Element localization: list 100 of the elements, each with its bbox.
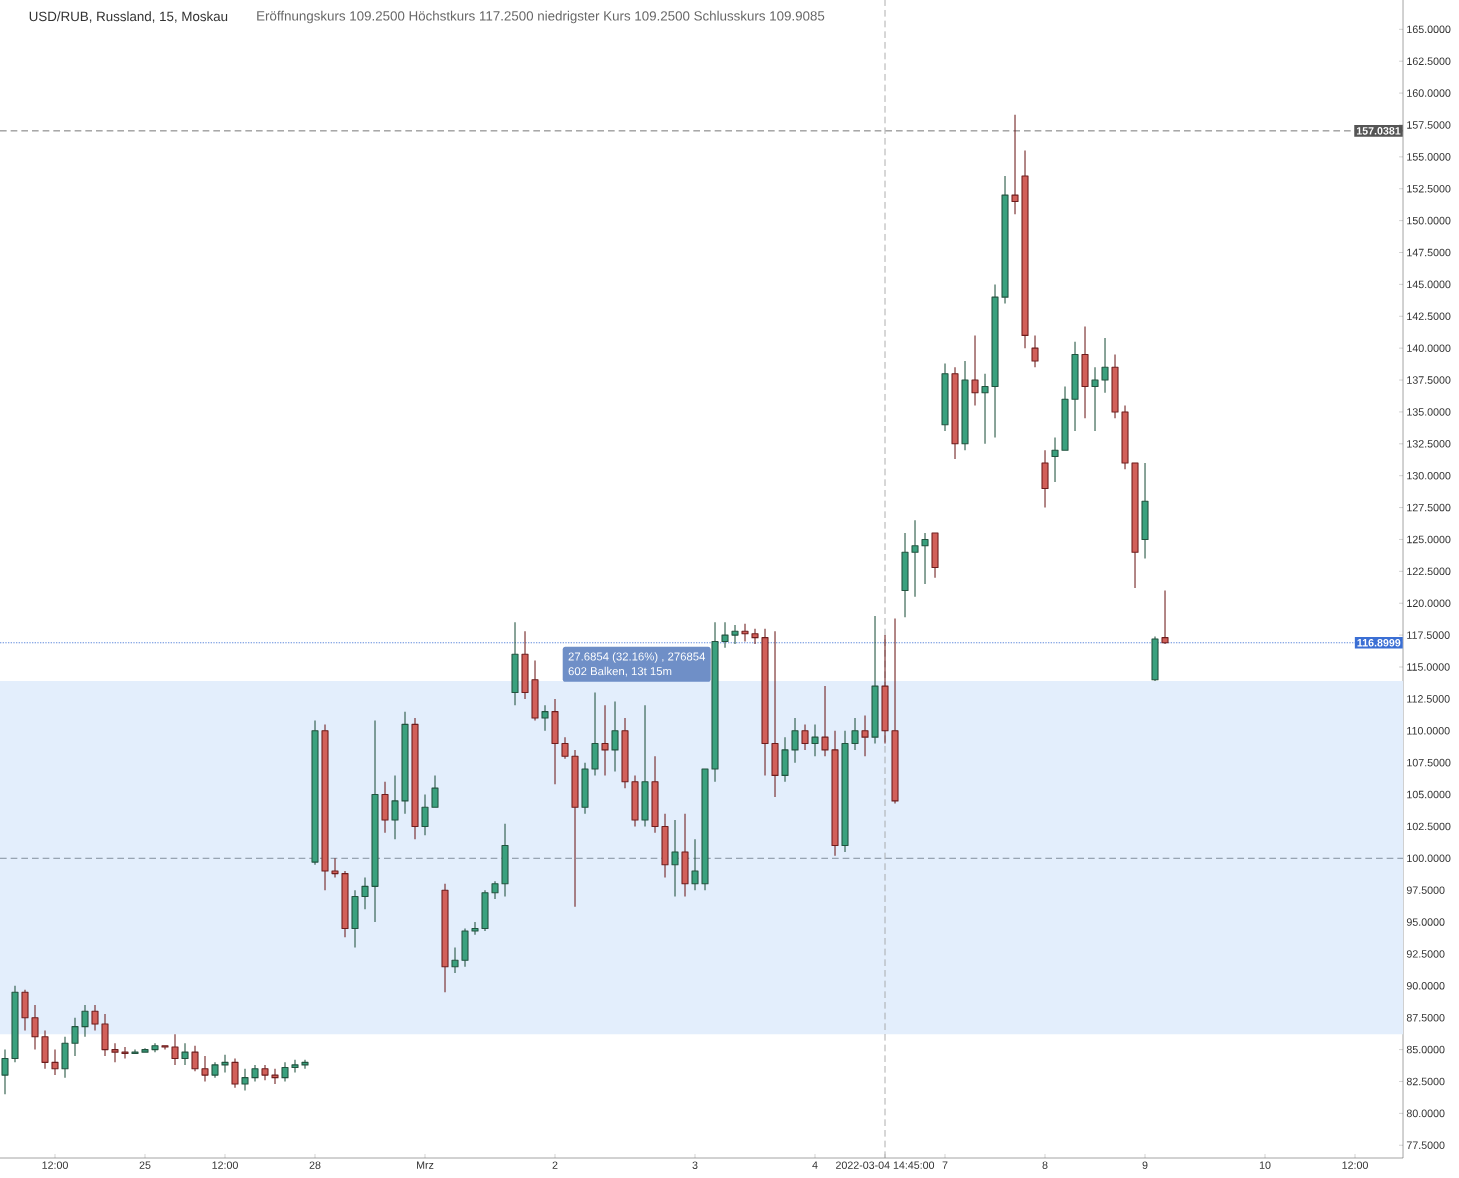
candlestick xyxy=(651,755,659,834)
candlestick xyxy=(291,1059,299,1074)
x-tick-label: 4 xyxy=(812,1161,818,1169)
x-tick-label: 3 xyxy=(692,1161,698,1169)
x-tick-label: 2022-03-04 14:45:00 xyxy=(836,1161,935,1169)
candlestick xyxy=(11,985,19,1063)
y-tick-label: 82.5000 xyxy=(1406,1077,1445,1086)
x-tick-label: 10 xyxy=(1259,1161,1271,1169)
y-tick-label: 92.5000 xyxy=(1406,950,1445,958)
candlestick xyxy=(941,362,949,432)
candlestick xyxy=(471,921,479,936)
candlestick xyxy=(771,630,779,798)
candlestick xyxy=(961,360,969,451)
candlestick xyxy=(421,793,429,836)
y-tick-label: 90.0000 xyxy=(1406,982,1445,990)
candlestick xyxy=(151,1042,159,1053)
candlestick xyxy=(221,1054,229,1074)
y-tick-label: 102.5000 xyxy=(1407,822,1451,831)
candlestick xyxy=(61,1036,69,1079)
candlestick xyxy=(251,1064,259,1083)
candlestick xyxy=(181,1042,189,1066)
x-tick-label: 12:00 xyxy=(212,1161,238,1169)
candlestick xyxy=(81,1004,89,1038)
candlestick xyxy=(911,519,919,598)
candlestick xyxy=(331,857,339,878)
candlestick xyxy=(371,720,379,923)
y-tick-label: 125.0000 xyxy=(1407,535,1451,544)
y-tick-label: 165.0000 xyxy=(1407,25,1451,34)
candlestick xyxy=(1071,341,1079,432)
candlestick xyxy=(851,717,859,751)
y-tick-label: 87.5000 xyxy=(1406,1013,1445,1022)
y-tick-label: 135.0000 xyxy=(1407,408,1451,416)
x-tick-label: 9 xyxy=(1142,1161,1148,1169)
candlestick xyxy=(301,1059,309,1070)
candlestick xyxy=(411,717,419,840)
candlestick xyxy=(281,1061,289,1083)
y-tick-label: 142.5000 xyxy=(1407,312,1451,321)
y-tick-label: 147.5000 xyxy=(1407,248,1451,257)
candlestick xyxy=(1161,589,1169,644)
candlestick xyxy=(951,366,959,460)
y-tick-label: 120.0000 xyxy=(1407,599,1451,607)
candlestick xyxy=(661,813,669,878)
candlestick xyxy=(241,1068,249,1091)
y-tick-label: 110.0000 xyxy=(1407,726,1450,735)
candlestick xyxy=(691,838,699,891)
candlestick xyxy=(231,1057,239,1089)
candlestick xyxy=(481,889,489,932)
candlestick xyxy=(741,623,749,643)
candlestick xyxy=(641,704,649,827)
candlestick xyxy=(791,717,799,764)
y-tick-label: 132.5000 xyxy=(1407,440,1451,448)
candlestick xyxy=(621,717,629,789)
candlestick xyxy=(1091,366,1099,432)
candlestick xyxy=(321,723,329,891)
candlestick xyxy=(511,621,519,706)
x-tick-label: Mrz xyxy=(417,1161,434,1169)
candlestick xyxy=(391,774,399,840)
x-tick-label: 12:00 xyxy=(1342,1161,1368,1169)
x-tick-label: 2 xyxy=(552,1161,558,1169)
candlestick xyxy=(501,823,509,898)
x-tick-label: 28 xyxy=(309,1161,321,1169)
candlestick xyxy=(101,1013,109,1057)
y-tick-label: 107.5000 xyxy=(1407,758,1451,767)
candlestick xyxy=(1111,353,1119,419)
y-tick-label: 122.5000 xyxy=(1407,567,1451,576)
y-tick-label: 140.0000 xyxy=(1407,344,1451,352)
candlestick xyxy=(751,628,759,645)
candlestick xyxy=(601,704,609,776)
candlestick xyxy=(41,1029,49,1070)
ref-line-label: 157.0381 xyxy=(1356,127,1401,135)
candlestick xyxy=(461,927,469,968)
candlestick xyxy=(91,1004,99,1031)
ref-line-label: 116.8999 xyxy=(1357,638,1401,647)
candlestick xyxy=(861,714,869,757)
y-tick-label: 157.5000 xyxy=(1407,121,1451,129)
candlestick xyxy=(1021,149,1029,349)
y-tick-label: 105.0000 xyxy=(1407,790,1451,799)
y-tick-label: 77.5000 xyxy=(1406,1141,1445,1150)
candlestick xyxy=(351,889,359,949)
candlestick xyxy=(1001,175,1009,305)
candlestick xyxy=(631,774,639,827)
annotation: 27.6854 (32.16%) , 276854 xyxy=(568,652,706,663)
candlestick xyxy=(1,1049,9,1095)
candlestick xyxy=(801,723,809,751)
y-tick-label: 152.5000 xyxy=(1407,184,1451,193)
candlestick xyxy=(271,1068,279,1085)
candlestick xyxy=(1011,114,1019,215)
candlestick xyxy=(721,621,729,649)
candlestick xyxy=(121,1046,129,1060)
candlestick xyxy=(381,781,389,834)
candlestick xyxy=(841,730,849,853)
candlestick xyxy=(401,711,409,815)
annotation: 602 Balken, 13t 15m xyxy=(568,666,672,677)
candlestick xyxy=(341,870,349,938)
candlestick xyxy=(901,532,909,618)
candlestick xyxy=(451,947,459,974)
candlestick xyxy=(21,989,29,1031)
candlestick xyxy=(1101,337,1109,394)
candlestick xyxy=(51,1049,59,1076)
candlestick xyxy=(761,628,769,776)
